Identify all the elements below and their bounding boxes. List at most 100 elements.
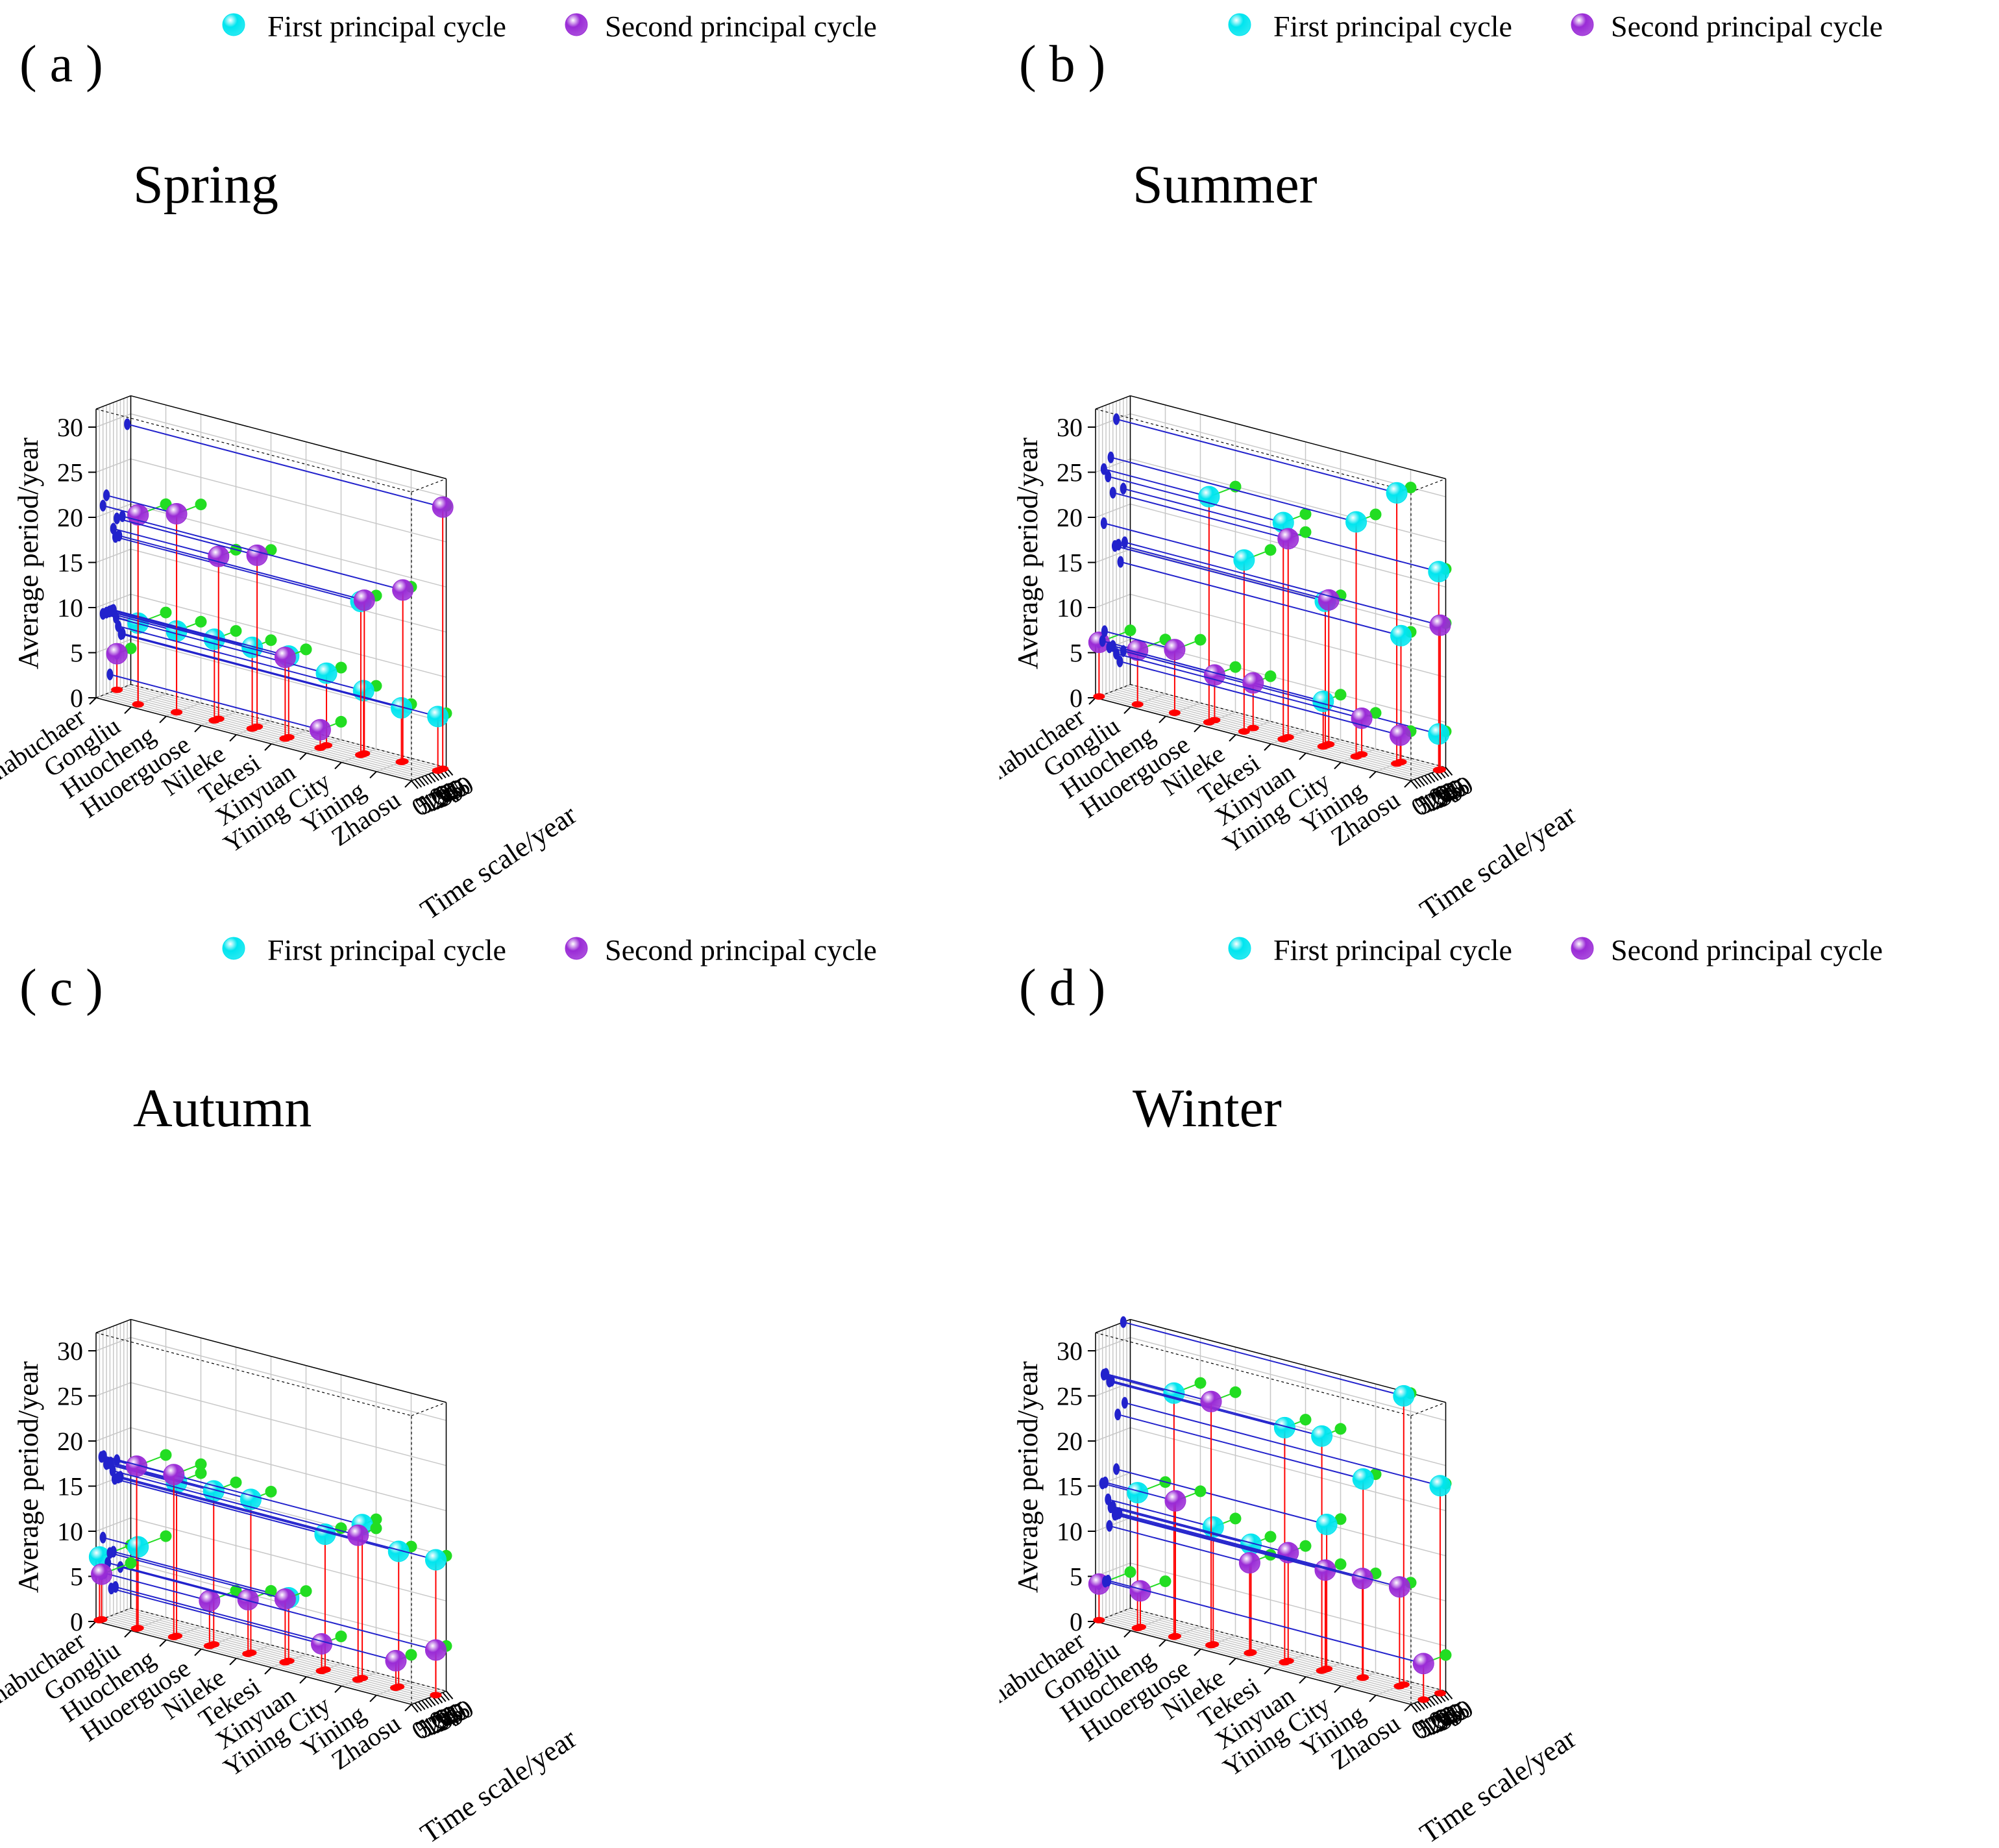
station-tick: [229, 1658, 237, 1666]
y-tick-label: 15: [57, 548, 83, 578]
box-edge: [95, 395, 131, 410]
time-tick: [424, 774, 433, 784]
floor-grid-line: [1112, 1614, 1429, 1699]
back-marker: [300, 643, 312, 656]
y-tick-label: 25: [1057, 1382, 1083, 1411]
wall-marker: [1107, 451, 1114, 463]
second-cycle-point: [274, 1588, 296, 1610]
box-edge: [1095, 697, 1412, 782]
back-marker: [1229, 661, 1242, 673]
projection-line-wall: [1109, 647, 1215, 676]
back-marker: [1299, 526, 1312, 538]
time-tick: [1414, 1703, 1422, 1712]
station-tick: [1194, 724, 1201, 733]
projection-line-wall: [1112, 1505, 1289, 1553]
floor-marker: [1434, 766, 1446, 773]
wall-marker: [100, 1450, 107, 1462]
back-marker: [1194, 1485, 1207, 1497]
projection-line-wall: [1124, 1402, 1441, 1486]
back-grid-line: [130, 458, 447, 543]
floor-grid-line: [103, 1618, 419, 1703]
second-cycle-point: [385, 1649, 407, 1671]
back-marker: [265, 1486, 277, 1497]
floor-marker: [212, 715, 225, 722]
time-tick: [1445, 1690, 1453, 1699]
station-tick: [1299, 1676, 1306, 1684]
projection-line-wall: [1112, 645, 1254, 684]
floor-marker: [1394, 759, 1406, 766]
back-grid-line: [130, 548, 447, 633]
projection-line-wall: [1103, 468, 1210, 498]
second-cycle-point: [1164, 639, 1186, 661]
side-grid-line: [1095, 548, 1131, 563]
floor-marker: [167, 1633, 180, 1640]
side-grid-line: [1095, 593, 1131, 608]
projection-line-wall: [1108, 1580, 1424, 1664]
side-grid-line: [1095, 503, 1131, 518]
second-cycle-point: [1351, 1568, 1373, 1590]
first-cycle-point: [1428, 561, 1450, 583]
y-tick-label: 0: [1070, 684, 1083, 713]
legend-first-label: First principal cycle: [1273, 933, 1512, 967]
floor-grid-line: [1105, 693, 1422, 778]
y-tick-label: 20: [1057, 1427, 1083, 1456]
time-tick: [442, 1692, 450, 1701]
wall-marker: [124, 418, 131, 430]
wall-marker: [1120, 1316, 1127, 1328]
wall-marker: [109, 1464, 116, 1477]
y-tick-label: 20: [57, 503, 83, 532]
projection-line-wall: [1124, 541, 1441, 626]
first-cycle-point: [1198, 486, 1220, 508]
back-marker: [1299, 1540, 1312, 1552]
legend-second-marker: [1571, 937, 1594, 960]
y-tick-label: 0: [70, 684, 83, 713]
back-marker: [125, 1557, 137, 1569]
wall-marker: [1117, 556, 1124, 568]
wall-marker: [1116, 1507, 1123, 1520]
y-tick-label: 10: [57, 1517, 83, 1546]
second-cycle-point: [237, 1588, 259, 1610]
first-cycle-point: [127, 1536, 149, 1558]
box-edge-top: [95, 1332, 412, 1416]
floor-marker: [111, 686, 123, 693]
time-tick: [1414, 779, 1422, 788]
wall-marker: [1120, 482, 1127, 495]
legend-second-marker: [565, 13, 588, 36]
box-edge: [95, 697, 412, 782]
floor-marker: [203, 1642, 215, 1649]
floor-marker: [397, 758, 409, 765]
projection-line-wall: [1103, 1374, 1175, 1394]
floor-grid-line: [116, 1612, 433, 1697]
box-edge: [95, 1318, 131, 1333]
wall-marker: [1113, 413, 1120, 425]
floor-grid-line: [106, 693, 423, 778]
legend-second-label: Second principal cycle: [1611, 933, 1883, 967]
projection-line-wall: [121, 633, 402, 709]
wall-marker: [1099, 635, 1106, 647]
projection-line-wall: [1114, 545, 1326, 602]
box-edge: [1095, 1621, 1412, 1705]
projection-line-wall: [104, 1572, 210, 1602]
wall-marker: [106, 669, 114, 680]
projection-line-wall: [111, 1588, 322, 1645]
floor-marker: [1169, 1632, 1181, 1640]
projection-line-wall: [1112, 491, 1289, 539]
second-cycle-point: [1164, 1490, 1186, 1512]
y-tick-label: 30: [1057, 1337, 1083, 1366]
box-edge-top: [1095, 408, 1412, 493]
floor-marker: [1131, 701, 1144, 708]
second-cycle-point: [1389, 724, 1411, 746]
legend-second-label: Second principal cycle: [605, 10, 877, 43]
floor-grid-line: [1126, 685, 1443, 770]
box-edge: [1095, 395, 1131, 410]
wall-marker: [99, 500, 106, 511]
time-tick: [428, 1697, 436, 1706]
back-grid-line: [130, 1382, 447, 1466]
projection-line-wall: [115, 536, 362, 602]
back-marker: [230, 1584, 242, 1597]
